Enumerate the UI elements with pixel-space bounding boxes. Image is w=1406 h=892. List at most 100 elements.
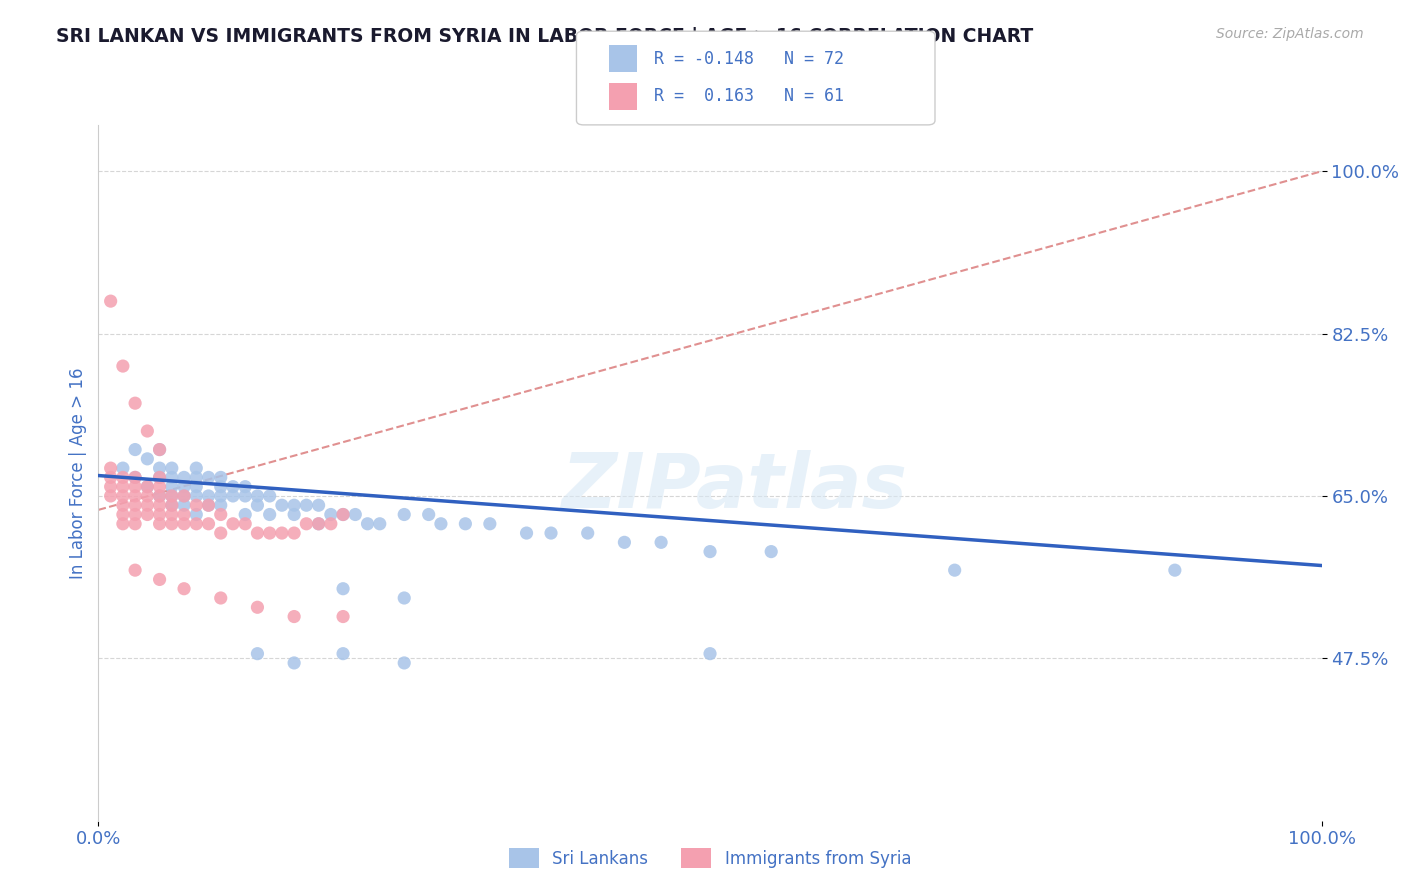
Point — [173, 480, 195, 494]
Point — [283, 609, 305, 624]
Point — [197, 489, 219, 503]
Point — [160, 498, 183, 512]
Point — [356, 516, 378, 531]
Point — [209, 480, 232, 494]
Point — [160, 480, 183, 494]
Point — [392, 656, 416, 670]
Point — [111, 516, 134, 531]
Point — [100, 489, 122, 503]
Point — [233, 508, 256, 522]
Point — [233, 516, 256, 531]
Point — [136, 498, 159, 512]
Point — [124, 498, 146, 512]
Point — [259, 526, 281, 541]
Point — [613, 535, 636, 549]
Point — [149, 442, 172, 457]
Legend: Sri Lankans, Immigrants from Syria: Sri Lankans, Immigrants from Syria — [502, 841, 918, 875]
Text: Source: ZipAtlas.com: Source: ZipAtlas.com — [1216, 27, 1364, 41]
Point — [650, 535, 672, 549]
Point — [173, 498, 195, 512]
Point — [173, 489, 195, 503]
Point — [124, 516, 146, 531]
Point — [308, 516, 330, 531]
Point — [699, 544, 721, 558]
Point — [209, 470, 232, 484]
Point — [368, 516, 391, 531]
Point — [259, 508, 281, 522]
Point — [270, 526, 294, 541]
Point — [576, 526, 599, 541]
Point — [222, 480, 245, 494]
Point — [149, 442, 172, 457]
Point — [332, 647, 354, 661]
Point — [124, 508, 146, 522]
Text: SRI LANKAN VS IMMIGRANTS FROM SYRIA IN LABOR FORCE | AGE > 16 CORRELATION CHART: SRI LANKAN VS IMMIGRANTS FROM SYRIA IN L… — [56, 27, 1033, 46]
Point — [136, 508, 159, 522]
Point — [209, 498, 232, 512]
Point — [332, 508, 354, 522]
Point — [197, 516, 219, 531]
Point — [136, 424, 159, 438]
Point — [136, 451, 159, 466]
Point — [308, 498, 330, 512]
Point — [149, 516, 172, 531]
Point — [111, 498, 134, 512]
Point — [761, 544, 783, 558]
Point — [186, 461, 208, 475]
Point — [454, 516, 477, 531]
Point — [259, 489, 281, 503]
Text: ZIPatlas: ZIPatlas — [561, 450, 907, 524]
Point — [344, 508, 367, 522]
Point — [1164, 563, 1187, 577]
Point — [111, 489, 134, 503]
Point — [160, 461, 183, 475]
Point — [149, 480, 172, 494]
Text: R = -0.148   N = 72: R = -0.148 N = 72 — [654, 50, 844, 68]
Point — [124, 442, 146, 457]
Point — [246, 526, 269, 541]
Point — [478, 516, 501, 531]
Point — [173, 508, 195, 522]
Point — [124, 470, 146, 484]
Point — [186, 498, 208, 512]
Point — [197, 498, 219, 512]
Point — [222, 516, 245, 531]
Point — [186, 480, 208, 494]
Point — [173, 470, 195, 484]
Point — [515, 526, 537, 541]
Point — [319, 516, 342, 531]
Y-axis label: In Labor Force | Age > 16: In Labor Force | Age > 16 — [69, 367, 87, 579]
Point — [283, 498, 305, 512]
Point — [209, 508, 232, 522]
Point — [209, 591, 232, 605]
Point — [149, 470, 172, 484]
Point — [124, 489, 146, 503]
Point — [173, 516, 195, 531]
Point — [233, 480, 256, 494]
Point — [124, 480, 146, 494]
Point — [111, 461, 134, 475]
Point — [160, 498, 183, 512]
Point — [100, 461, 122, 475]
Point — [332, 582, 354, 596]
Point — [111, 359, 134, 373]
Point — [124, 396, 146, 410]
Point — [160, 516, 183, 531]
Point — [124, 470, 146, 484]
Point — [270, 498, 294, 512]
Point — [418, 508, 440, 522]
Point — [295, 516, 318, 531]
Point — [149, 461, 172, 475]
Point — [160, 508, 183, 522]
Point — [246, 600, 269, 615]
Point — [295, 498, 318, 512]
Point — [111, 470, 134, 484]
Point — [100, 480, 122, 494]
Point — [283, 508, 305, 522]
Point — [136, 480, 159, 494]
Point — [186, 470, 208, 484]
Point — [173, 489, 195, 503]
Point — [111, 480, 134, 494]
Point — [136, 489, 159, 503]
Point — [246, 647, 269, 661]
